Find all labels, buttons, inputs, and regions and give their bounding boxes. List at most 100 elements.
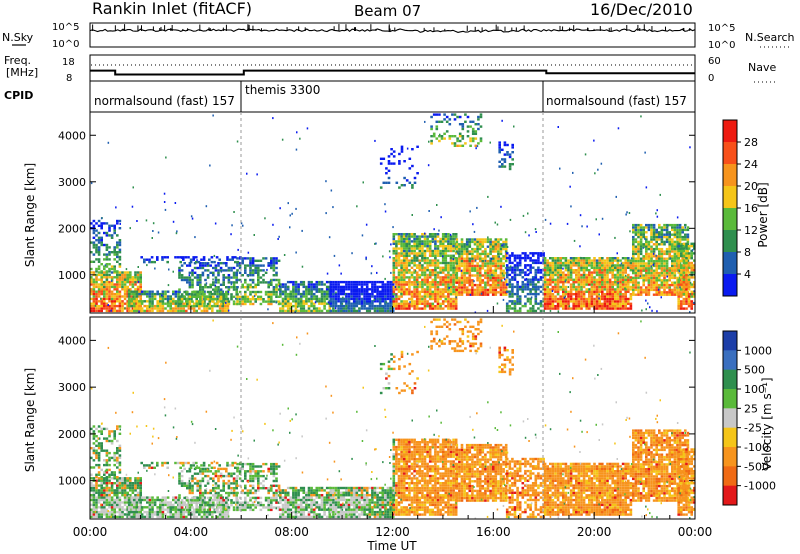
power-cell bbox=[103, 295, 106, 298]
power-cell bbox=[402, 283, 406, 286]
power-cell bbox=[655, 291, 658, 294]
power-cell bbox=[286, 304, 290, 308]
power-cell bbox=[473, 264, 477, 268]
power-cell bbox=[642, 288, 645, 292]
power-cell bbox=[402, 269, 406, 272]
power-cell bbox=[116, 297, 119, 301]
power-cell bbox=[178, 290, 181, 294]
power-cell bbox=[123, 273, 127, 277]
power-cell bbox=[428, 259, 432, 262]
power-cell bbox=[196, 281, 199, 284]
power-cell bbox=[305, 309, 308, 313]
power-cell bbox=[476, 252, 479, 256]
power-cell bbox=[226, 297, 230, 301]
power-cell bbox=[253, 234, 255, 236]
power-cell bbox=[284, 285, 287, 289]
power-cell bbox=[673, 259, 677, 263]
power-cell bbox=[397, 290, 401, 293]
power-cell bbox=[312, 295, 316, 298]
power-cell bbox=[575, 264, 578, 267]
power-cell bbox=[345, 307, 348, 310]
power-cell bbox=[302, 290, 306, 293]
power-cell bbox=[269, 279, 272, 282]
power-cell bbox=[133, 290, 136, 293]
power-cell bbox=[511, 261, 514, 265]
power-cell bbox=[408, 259, 411, 262]
power-cell bbox=[121, 309, 124, 313]
power-cell bbox=[199, 298, 202, 301]
power-cell bbox=[389, 302, 392, 305]
power-cell bbox=[660, 262, 664, 265]
power-cell bbox=[556, 264, 560, 267]
power-cell bbox=[524, 273, 527, 277]
power-cell bbox=[562, 307, 565, 310]
power-cell bbox=[436, 259, 440, 262]
power-cell bbox=[650, 228, 653, 232]
power-cell bbox=[256, 173, 258, 176]
power-cell bbox=[95, 222, 98, 225]
power-cell bbox=[484, 274, 487, 277]
power-cell bbox=[212, 114, 214, 117]
power-cell bbox=[199, 276, 202, 279]
power-cell bbox=[394, 286, 397, 288]
power-cell bbox=[582, 278, 586, 281]
power-cell bbox=[549, 269, 552, 272]
power-cell bbox=[580, 273, 583, 277]
power-cell bbox=[529, 300, 532, 303]
power-cell bbox=[286, 280, 290, 284]
power-cell bbox=[603, 269, 607, 272]
power-cell bbox=[473, 247, 477, 251]
power-cell bbox=[185, 304, 188, 308]
power-cell bbox=[632, 276, 635, 280]
power-cell bbox=[100, 273, 103, 277]
power-cell bbox=[534, 297, 538, 301]
power-cell bbox=[606, 295, 609, 298]
power-cell bbox=[413, 276, 416, 279]
power-cell bbox=[441, 295, 445, 298]
power-cell bbox=[408, 240, 411, 243]
power-cell bbox=[418, 285, 422, 289]
power-cell bbox=[90, 280, 93, 284]
power-cell bbox=[616, 305, 620, 308]
power-cell bbox=[251, 271, 255, 274]
y-tick-label: 1000 bbox=[58, 269, 86, 282]
power-cell bbox=[286, 307, 290, 310]
power-cell bbox=[410, 293, 414, 296]
power-cell bbox=[379, 162, 383, 165]
power-cell bbox=[637, 247, 640, 251]
power-cell bbox=[312, 309, 316, 313]
power-cell bbox=[199, 262, 202, 265]
power-cell bbox=[259, 264, 263, 267]
power-cell bbox=[244, 302, 247, 306]
power-cell bbox=[595, 261, 599, 265]
power-cell bbox=[690, 302, 693, 305]
power-cell bbox=[468, 271, 472, 275]
power-cell bbox=[524, 264, 527, 267]
power-cell bbox=[428, 273, 432, 277]
power-cell bbox=[619, 297, 622, 301]
power-cell bbox=[572, 257, 575, 260]
colorbar-swatch bbox=[723, 208, 737, 231]
power-cell bbox=[673, 293, 677, 296]
power-cell bbox=[449, 266, 453, 269]
power-cell bbox=[231, 256, 234, 259]
power-cell bbox=[423, 257, 427, 260]
power-cell bbox=[186, 281, 189, 284]
power-cell bbox=[92, 241, 96, 244]
power-cell bbox=[582, 261, 586, 265]
power-cell bbox=[494, 245, 498, 248]
power-cell bbox=[549, 276, 552, 279]
power-cell bbox=[415, 305, 419, 308]
power-cell bbox=[373, 290, 377, 293]
power-cell bbox=[408, 288, 411, 291]
power-cell bbox=[516, 283, 519, 286]
power-cell bbox=[236, 257, 239, 260]
power-cell bbox=[418, 237, 422, 241]
power-cell bbox=[439, 252, 442, 255]
power-cell bbox=[179, 309, 183, 313]
power-cell bbox=[100, 307, 103, 310]
power-cell bbox=[645, 269, 648, 272]
power-cell bbox=[637, 264, 640, 268]
power-cell bbox=[458, 255, 461, 258]
